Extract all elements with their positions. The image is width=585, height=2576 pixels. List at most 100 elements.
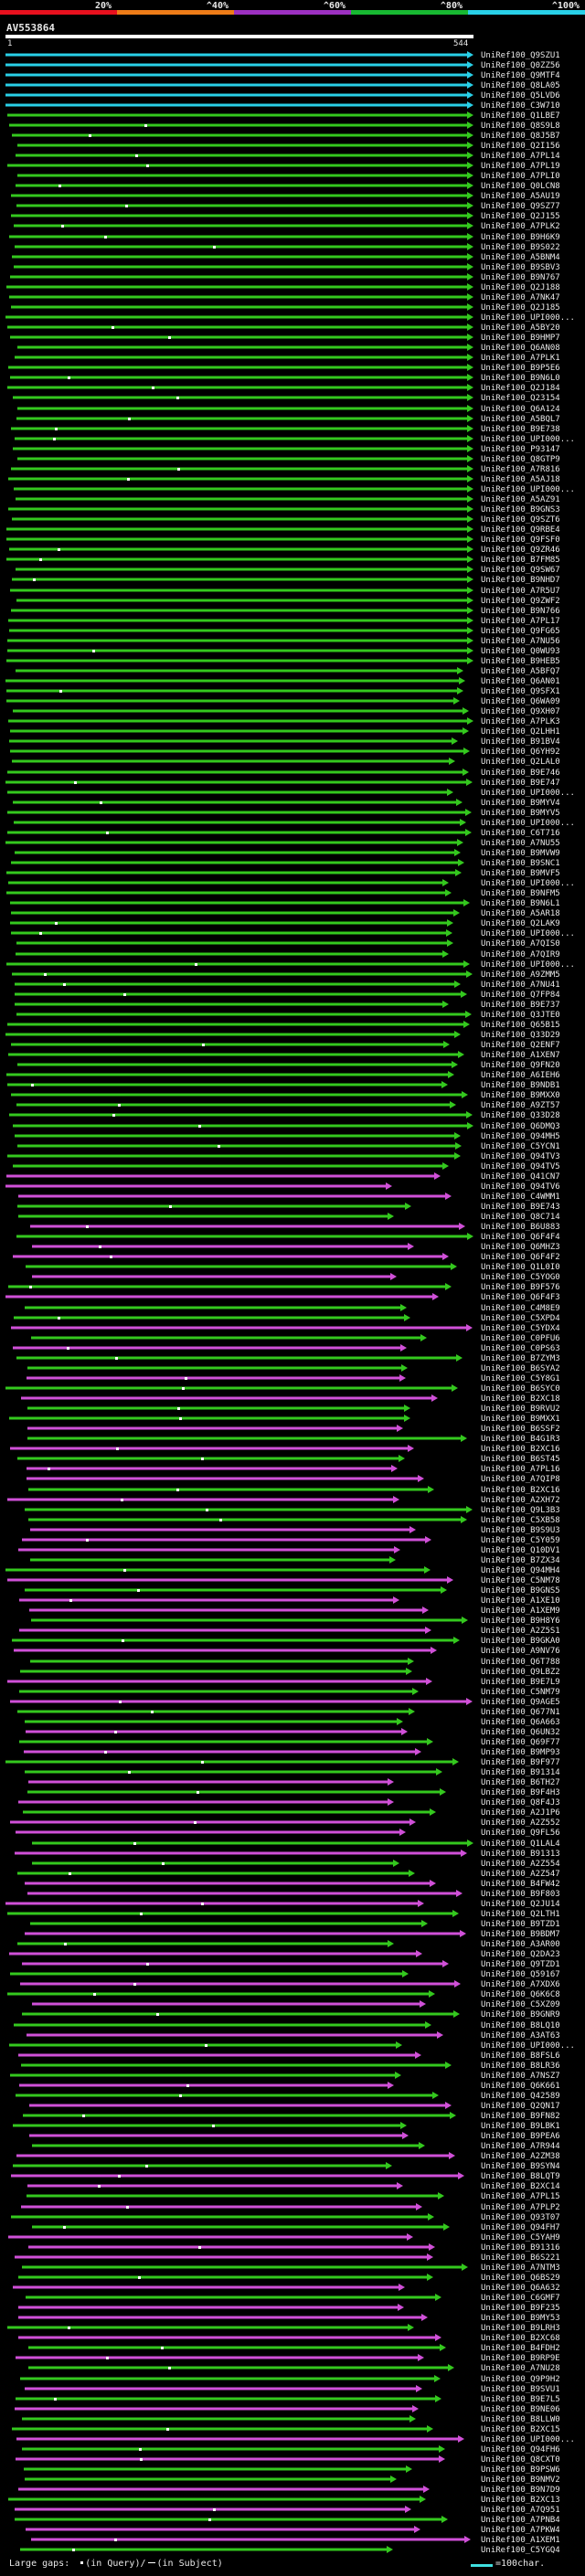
hit-label[interactable]: UniRef100_B9MVW9	[481, 849, 560, 858]
hit-label[interactable]: UniRef100_Q6A124	[481, 405, 560, 414]
hit-label[interactable]: UniRef100_A7QIS0	[481, 939, 560, 949]
hit-row[interactable]: UniRef100_B9NFM5	[6, 889, 560, 898]
hit-row[interactable]: UniRef100_Q6AN08	[17, 344, 560, 353]
hit-row[interactable]: UniRef100_A7PL19	[7, 162, 560, 171]
hit-row[interactable]: UniRef100_B9H8Y6	[31, 1617, 560, 1626]
hit-label[interactable]: UniRef100_B9E747	[481, 779, 560, 788]
hit-label[interactable]: UniRef100_B9HEB5	[481, 657, 560, 666]
hit-label[interactable]: UniRef100_B6TH27	[481, 1778, 560, 1787]
hit-label[interactable]: UniRef100_Q9LBZ2	[481, 1668, 560, 1677]
hit-label[interactable]: UniRef100_C0PFU6	[481, 1334, 560, 1343]
hit-label[interactable]: UniRef100_B6SYC0	[481, 1384, 560, 1394]
hit-label[interactable]: UniRef100_B8LR36	[481, 2062, 560, 2071]
hit-row[interactable]: UniRef100_Q9AGE5	[10, 1698, 560, 1707]
hit-row[interactable]: UniRef100_B9NDB1	[7, 1081, 560, 1090]
hit-row[interactable]: UniRef100_Q9TZD1	[22, 1960, 560, 1969]
hit-row[interactable]: UniRef100_B9BDM7	[25, 1930, 560, 1939]
hit-row[interactable]: UniRef100_Q6K6C8	[7, 1990, 560, 1999]
hit-row[interactable]: UniRef100_A7NU41	[15, 981, 560, 990]
hit-label[interactable]: UniRef100_B9S022	[481, 243, 560, 252]
hit-label[interactable]: UniRef100_Q1LAL4	[481, 1839, 560, 1849]
hit-row[interactable]: UniRef100_A5AZ91	[16, 495, 560, 504]
hit-label[interactable]: UniRef100_A5AZ91	[481, 495, 560, 504]
hit-row[interactable]: UniRef100_UPI000...	[8, 879, 575, 888]
hit-row[interactable]: UniRef100_Q2LAK9	[10, 919, 560, 928]
hit-row[interactable]: UniRef100_Q9ZWF2	[16, 597, 560, 606]
hit-row[interactable]: UniRef100_A7Q951	[15, 2506, 560, 2515]
hit-row[interactable]: UniRef100_A7PLI0	[17, 172, 560, 181]
hit-row[interactable]: UniRef100_A7PLK1	[15, 354, 560, 363]
hit-row[interactable]: UniRef100_B9GNR9	[22, 2010, 560, 2019]
hit-row[interactable]: UniRef100_UPI000...	[6, 960, 575, 970]
hit-row[interactable]: UniRef100_C5YDX4	[11, 1324, 560, 1333]
hit-label[interactable]: UniRef100_A5BQL7	[481, 415, 560, 424]
hit-label[interactable]: UniRef100_B9RP9E	[481, 2354, 560, 2363]
hit-label[interactable]: UniRef100_B6S221	[481, 2253, 560, 2263]
hit-label[interactable]: UniRef100_A7Q951	[481, 2506, 560, 2515]
hit-label[interactable]: UniRef100_Q41CN7	[481, 1172, 560, 1182]
hit-row[interactable]: UniRef100_Q2J185	[11, 303, 560, 313]
hit-row[interactable]: UniRef100_B2XC68	[18, 2334, 560, 2343]
hit-label[interactable]: UniRef100_B9MYV4	[481, 799, 560, 808]
hit-label[interactable]: UniRef100_A7R944	[481, 2142, 560, 2151]
hit-label[interactable]: UniRef100_B9N7D9	[481, 2486, 560, 2495]
hit-label[interactable]: UniRef100_Q94FH7	[481, 2223, 560, 2232]
hit-row[interactable]: UniRef100_A5BFQ7	[16, 667, 560, 676]
hit-row[interactable]: UniRef100_B9MVW9	[15, 849, 560, 858]
hit-row[interactable]: UniRef100_Q9FL56	[16, 1829, 560, 1838]
hit-row[interactable]: UniRef100_A7NU56	[7, 637, 560, 646]
hit-row[interactable]: UniRef100_C5Y8G1	[27, 1374, 560, 1383]
hit-label[interactable]: UniRef100_B9MYV5	[481, 809, 560, 818]
hit-row[interactable]: UniRef100_B8LQT9	[11, 2172, 560, 2181]
hit-row[interactable]: UniRef100_C5YAH9	[8, 2233, 560, 2242]
hit-label[interactable]: UniRef100_B9MVF5	[481, 869, 560, 878]
hit-row[interactable]: UniRef100_B9FN82	[23, 2112, 560, 2121]
hit-row[interactable]: UniRef100_Q8GTP9	[17, 455, 560, 464]
hit-label[interactable]: UniRef100_B9SYN4	[481, 2162, 560, 2171]
hit-row[interactable]: UniRef100_B9HEB5	[6, 657, 560, 666]
hit-row[interactable]: UniRef100_A5AJ18	[8, 475, 560, 484]
hit-row[interactable]: UniRef100_B9H6K9	[9, 233, 560, 242]
hit-label[interactable]: UniRef100_Q59167	[481, 1970, 560, 1979]
hit-row[interactable]: UniRef100_Q6K661	[19, 2082, 560, 2091]
hit-row[interactable]: UniRef100_C5YGQ4	[20, 2546, 560, 2555]
hit-row[interactable]: UniRef100_B9NE06	[15, 2405, 560, 2414]
hit-row[interactable]: UniRef100_Q2LHH1	[10, 727, 560, 737]
hit-row[interactable]: UniRef100_Q2DA23	[9, 1950, 560, 1959]
hit-row[interactable]: UniRef100_Q41CN7	[6, 1172, 560, 1182]
hit-label[interactable]: UniRef100_Q2LTH1	[481, 1910, 560, 1919]
hit-row[interactable]: UniRef100_A7NSZ7	[10, 2072, 560, 2081]
hit-row[interactable]: UniRef100_Q9SW67	[16, 566, 560, 575]
hit-row[interactable]: UniRef100_C5NM78	[7, 1576, 560, 1585]
hit-row[interactable]: UniRef100_Q33D29	[5, 1031, 560, 1040]
hit-label[interactable]: UniRef100_A1XEM1	[481, 2536, 560, 2545]
hit-row[interactable]: UniRef100_A5BQL7	[16, 415, 560, 424]
hit-label[interactable]: UniRef100_Q6MHZ3	[481, 1243, 560, 1252]
hit-label[interactable]: UniRef100_B9F803	[481, 1890, 560, 1899]
hit-label[interactable]: UniRef100_B9PEA6	[481, 2132, 560, 2141]
hit-row[interactable]: UniRef100_B9LRH3	[7, 2324, 560, 2333]
hit-label[interactable]: UniRef100_P93147	[481, 445, 560, 454]
hit-row[interactable]: UniRef100_Q8F4J3	[18, 1798, 560, 1807]
hit-row[interactable]: UniRef100_C5XZ09	[32, 2000, 560, 2009]
hit-label[interactable]: UniRef100_A1XEN7	[481, 1051, 560, 1060]
hit-row[interactable]: UniRef100_B9PEA6	[29, 2132, 560, 2141]
hit-label[interactable]: UniRef100_UPI000...	[481, 960, 575, 970]
hit-label[interactable]: UniRef100_C4WMM1	[481, 1193, 560, 1202]
hit-row[interactable]: UniRef100_A2Z554	[32, 1860, 560, 1869]
hit-row[interactable]: UniRef100_B2XC16	[28, 1486, 560, 1495]
hit-row[interactable]: UniRef100_B6SYA2	[27, 1364, 560, 1373]
hit-label[interactable]: UniRef100_B9GKA0	[481, 1637, 560, 1646]
hit-label[interactable]: UniRef100_A2Z552	[481, 1818, 560, 1828]
hit-label[interactable]: UniRef100_B9GNR9	[481, 2010, 560, 2019]
hit-label[interactable]: UniRef100_B9E743	[481, 1203, 560, 1212]
hit-row[interactable]: UniRef100_Q6YH92	[10, 747, 560, 757]
hit-label[interactable]: UniRef100_A2Z554	[481, 1860, 560, 1869]
hit-row[interactable]: UniRef100_B9HMP7	[10, 334, 560, 343]
hit-row[interactable]: UniRef100_Q8S9L8	[9, 122, 560, 131]
hit-label[interactable]: UniRef100_A7R5U7	[481, 587, 560, 596]
hit-row[interactable]: UniRef100_A5BNM4	[12, 253, 560, 262]
hit-row[interactable]: UniRef100_A7XDX6	[20, 1980, 560, 1989]
hit-row[interactable]: UniRef100_A2J1P6	[23, 1808, 560, 1818]
hit-row[interactable]: UniRef100_B9F803	[27, 1890, 560, 1899]
